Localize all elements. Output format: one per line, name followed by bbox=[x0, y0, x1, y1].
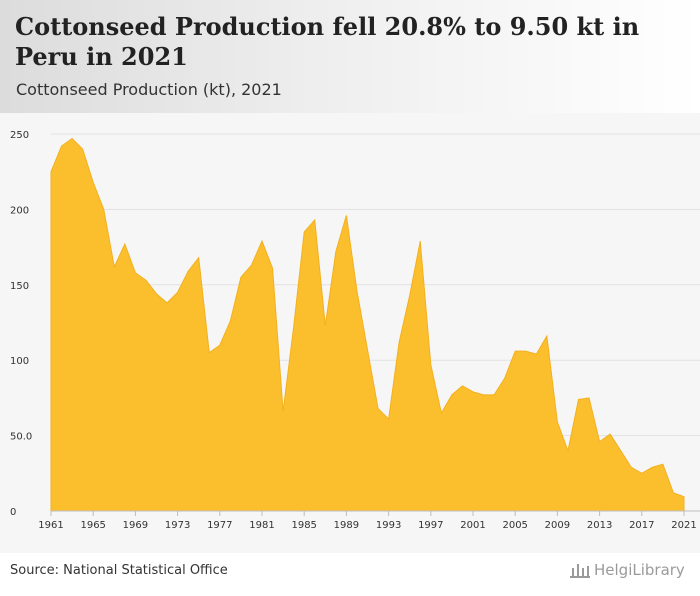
y-tick-label: 150 bbox=[10, 281, 29, 292]
x-tick-label: 2009 bbox=[545, 520, 570, 531]
x-tick-label: 1969 bbox=[123, 520, 148, 531]
chart-subtitle: Cottonseed Production (kt), 2021 bbox=[16, 80, 282, 99]
data-area bbox=[50, 137, 685, 512]
x-tick-label: 1965 bbox=[80, 520, 105, 531]
x-tick-label: 2017 bbox=[629, 520, 654, 531]
logo-text: HelgiLibrary bbox=[594, 561, 685, 579]
y-tick-label: 200 bbox=[10, 205, 29, 216]
x-tick-label: 2013 bbox=[587, 520, 612, 531]
x-tick-label: 1981 bbox=[249, 520, 274, 531]
y-tick-label: 0 bbox=[10, 507, 16, 518]
axes: 0 50.0 100 150 200 250 1961 1965 1969 1973 1977 198… bbox=[10, 130, 700, 531]
y-tick-label: 250 bbox=[10, 130, 29, 141]
page-title: Cottonseed Production fell 20.8% to 9.50… bbox=[15, 12, 640, 71]
header-banner: Cottonseed Production fell 20.8% to 9.50… bbox=[0, 0, 700, 113]
helgi-library-logo[interactable]: HelgiLibrary bbox=[570, 561, 685, 579]
library-logo-icon bbox=[570, 562, 590, 578]
x-tick-label: 2021 bbox=[671, 520, 696, 531]
x-tick-label: 1993 bbox=[376, 520, 401, 531]
x-tick-label: 2001 bbox=[460, 520, 485, 531]
x-tick-label: 1977 bbox=[207, 520, 232, 531]
x-tick-label: 2005 bbox=[502, 520, 527, 531]
area-series bbox=[50, 137, 685, 512]
x-tick-label: 1985 bbox=[291, 520, 316, 531]
x-tick-label: 1997 bbox=[418, 520, 443, 531]
source-note: Source: National Statistical Office bbox=[10, 563, 228, 578]
x-tick-label: 1961 bbox=[38, 520, 63, 531]
x-tick-label: 1989 bbox=[334, 520, 359, 531]
x-tick-label: 1973 bbox=[165, 520, 190, 531]
y-tick-label: 100 bbox=[10, 356, 29, 367]
y-tick-label: 50.0 bbox=[10, 432, 32, 443]
area-chart: 0 50.0 100 150 200 250 1961 1965 1969 1973 1977 198… bbox=[10, 130, 700, 531]
